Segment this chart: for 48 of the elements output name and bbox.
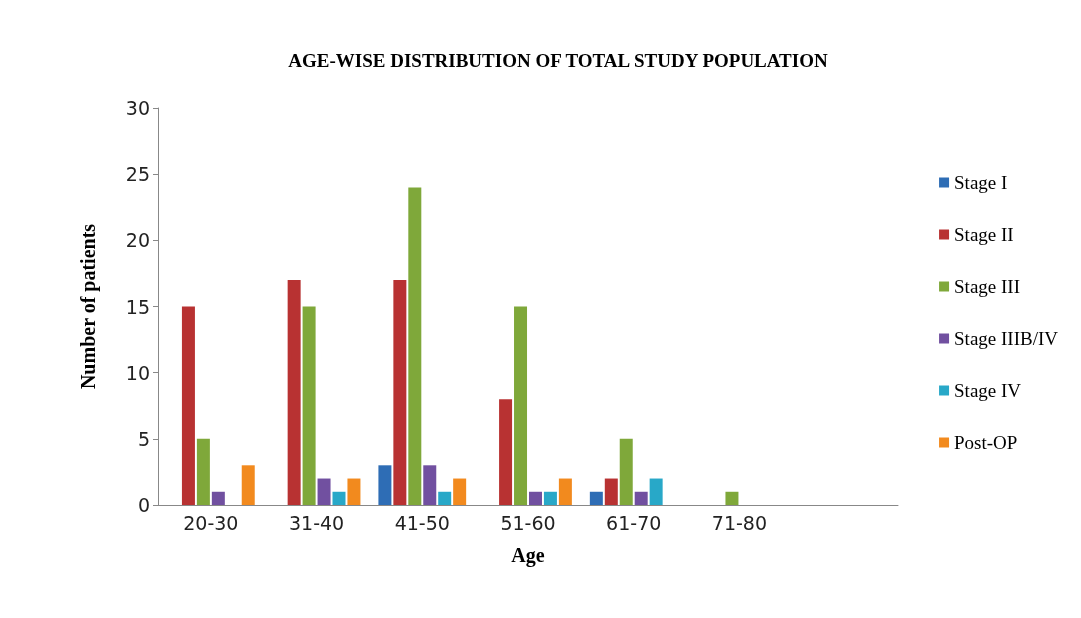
bar [604,478,618,505]
y-tick-label: 15 [125,295,150,318]
bar [499,399,513,505]
bar [634,491,648,505]
x-tick-label: 41-50 [394,511,450,534]
bar [725,491,739,505]
x-tick-label: 71-80 [711,511,768,534]
bar [649,478,663,505]
bar [241,465,255,505]
legend-label: Stage III [954,276,1021,297]
legend-label: Post-OP [954,432,1018,453]
chart-title: AGE-WISE DISTRIBUTION OF TOTAL STUDY POPULATION [288,50,828,71]
y-tick-label: 5 [137,427,150,450]
bar [558,478,572,505]
legend-label: Stage IIIB/IV [954,328,1059,349]
x-tick-label: 20-30 [183,511,239,534]
bar [196,438,210,505]
legend-label: Stage I [954,172,1008,193]
x-tick-label: 61-70 [606,511,662,534]
bar [211,491,225,505]
bar [317,478,331,505]
legend-label: Stage II [954,224,1014,245]
bar [514,306,528,505]
bar [302,306,316,505]
bar [438,491,452,505]
bar [378,465,392,505]
x-tick-label: 51-60 [500,511,556,534]
bar [332,491,346,505]
y-tick-label: 0 [137,494,150,516]
bar [423,465,437,505]
bar [589,491,603,505]
bar [408,187,422,505]
bar [543,491,557,505]
y-tick-label: 20 [125,229,150,252]
bar [528,491,542,505]
bar [619,438,633,505]
y-tick-label: 10 [125,361,150,384]
bar [453,478,467,505]
y-tick-label: 30 [125,97,150,119]
legend-label: Stage IV [954,380,1022,401]
bar [347,478,361,505]
bar [287,280,301,505]
bar [393,280,407,505]
y-axis-title: Number of patients [77,223,100,390]
bar [181,306,195,505]
x-axis-title: Age [511,544,545,567]
x-tick-label: 31-40 [288,511,345,534]
y-tick-label: 25 [125,163,150,186]
